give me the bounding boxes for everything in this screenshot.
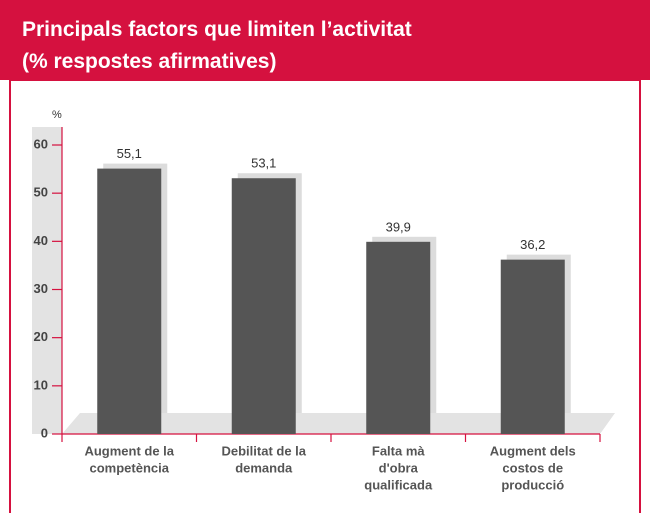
y-tick-label: 0 <box>41 425 48 440</box>
x-tick-label: costos de <box>502 460 563 475</box>
value-label: 39,9 <box>386 219 411 234</box>
chart-title: (% respostes afirmatives) <box>22 50 276 73</box>
bar <box>366 241 431 434</box>
y-tick-label: 50 <box>34 185 48 200</box>
chart-title: Principals factors que limiten l’activit… <box>22 18 412 41</box>
x-tick-label: producció <box>501 477 564 492</box>
bar <box>97 168 162 434</box>
x-tick-label: demanda <box>235 460 293 475</box>
x-tick-label: d'obra <box>379 460 419 475</box>
y-tick-label: 40 <box>34 233 48 248</box>
back-wall <box>32 127 62 434</box>
y-tick-label: 10 <box>34 377 48 392</box>
value-label: 36,2 <box>520 237 545 252</box>
x-tick-label: qualificada <box>364 477 433 492</box>
header-band <box>0 0 650 80</box>
y-tick-label: 60 <box>34 136 48 151</box>
y-axis-label: % <box>52 109 62 121</box>
value-label: 53,1 <box>251 156 276 171</box>
bar <box>500 259 565 434</box>
y-tick-label: 30 <box>34 281 48 296</box>
frame <box>9 79 641 513</box>
bar <box>231 178 296 434</box>
floor <box>62 413 615 434</box>
value-label: 55,1 <box>117 146 142 161</box>
y-tick-label: 20 <box>34 329 48 344</box>
x-tick-label: competència <box>90 460 170 475</box>
x-tick-label: Falta mà <box>372 443 426 458</box>
x-tick-label: Debilitat de la <box>221 443 306 458</box>
x-tick-label: Augment dels <box>490 443 576 458</box>
x-tick-label: Augment de la <box>84 443 174 458</box>
